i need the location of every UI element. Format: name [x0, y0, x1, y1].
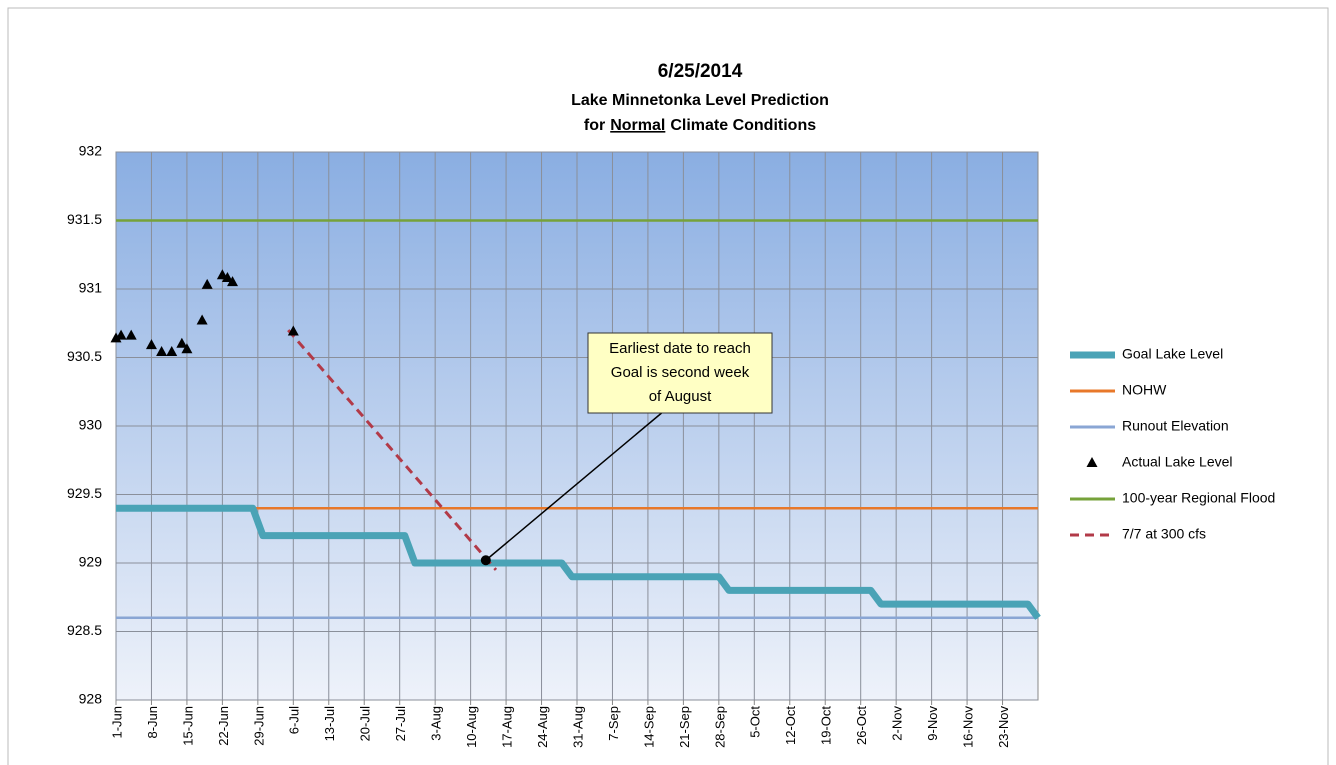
subtitle-word: Climate Conditions	[670, 117, 816, 134]
x-tick-label: 26-Oct	[854, 706, 869, 745]
y-tick-label: 929.5	[67, 485, 102, 501]
annotation-text: of August	[649, 388, 712, 405]
x-tick-label: 9-Nov	[925, 706, 940, 741]
x-tick-label: 27-Jul	[393, 706, 408, 742]
data-point	[196, 314, 208, 325]
x-tick-label: 16-Nov	[961, 706, 976, 748]
x-tick-label: 23-Nov	[996, 706, 1011, 748]
x-tick-label: 6-Jul	[287, 706, 302, 734]
legend-label: 100-year Regional Flood	[1122, 490, 1275, 506]
x-tick-label: 7-Sep	[606, 706, 621, 741]
x-tick-label: 21-Sep	[677, 706, 692, 748]
x-tick-label: 8-Jun	[145, 706, 160, 739]
data-point	[166, 346, 178, 357]
data-point	[156, 346, 168, 357]
x-tick-label: 24-Aug	[535, 706, 550, 748]
y-tick-label: 931.5	[67, 211, 102, 227]
x-tick-label: 13-Jul	[322, 706, 337, 742]
series-line	[116, 504, 1041, 620]
annotation-text: Goal is second week	[611, 364, 750, 381]
data-point	[110, 332, 122, 343]
data-point	[145, 339, 157, 350]
data-point	[115, 329, 127, 340]
subtitle-word: for	[584, 117, 605, 134]
x-tick-label: 1-Jun	[109, 706, 124, 739]
data-point	[201, 278, 213, 289]
x-tick-label: 17-Aug	[500, 706, 515, 748]
legend-label: Goal Lake Level	[1122, 346, 1223, 362]
legend-label: NOHW	[1122, 382, 1167, 398]
chart-title: 6/25/2014	[658, 61, 743, 82]
data-point	[287, 325, 299, 336]
subtitle-word: Normal	[610, 117, 665, 134]
annotation-arrow	[485, 412, 663, 561]
annotation-text: Earliest date to reach	[609, 340, 751, 357]
y-tick-label: 930.5	[67, 348, 102, 364]
series-line	[287, 329, 498, 571]
x-tick-label: 5-Oct	[748, 706, 763, 738]
x-tick-label: 22-Jun	[216, 706, 231, 746]
chart-subtitle: for Normal Climate Conditions	[584, 117, 816, 134]
y-tick-label: 928.5	[67, 622, 102, 638]
y-tick-label: 928	[79, 691, 103, 707]
annotation-point	[480, 555, 491, 566]
y-tick-label: 932	[79, 143, 103, 159]
x-tick-label: 31-Aug	[570, 706, 585, 748]
chart-subtitle: Lake Minnetonka Level Prediction	[571, 92, 829, 109]
y-tick-label: 929	[79, 554, 103, 570]
x-tick-label: 14-Sep	[641, 706, 656, 748]
x-tick-label: 12-Oct	[783, 706, 798, 745]
legend-marker	[1086, 457, 1098, 467]
x-tick-label: 28-Sep	[712, 706, 727, 748]
y-tick-label: 931	[79, 280, 103, 296]
data-point	[125, 329, 137, 340]
x-tick-label: 3-Aug	[429, 706, 444, 741]
data-point	[221, 272, 233, 283]
data-point	[227, 276, 239, 287]
data-point	[176, 337, 188, 348]
legend-label: Actual Lake Level	[1122, 454, 1233, 470]
x-tick-label: 10-Aug	[464, 706, 479, 748]
x-tick-label: 2-Nov	[890, 706, 905, 741]
x-tick-label: 19-Oct	[819, 706, 834, 745]
x-tick-label: 15-Jun	[180, 706, 195, 746]
annotation-box	[587, 332, 773, 414]
data-point	[181, 343, 193, 354]
x-tick-label: 29-Jun	[251, 706, 266, 746]
legend-label: 7/7 at 300 cfs	[1122, 526, 1206, 542]
x-tick-label: 20-Jul	[358, 706, 373, 742]
y-tick-label: 930	[79, 417, 103, 433]
legend-label: Runout Elevation	[1122, 418, 1229, 434]
